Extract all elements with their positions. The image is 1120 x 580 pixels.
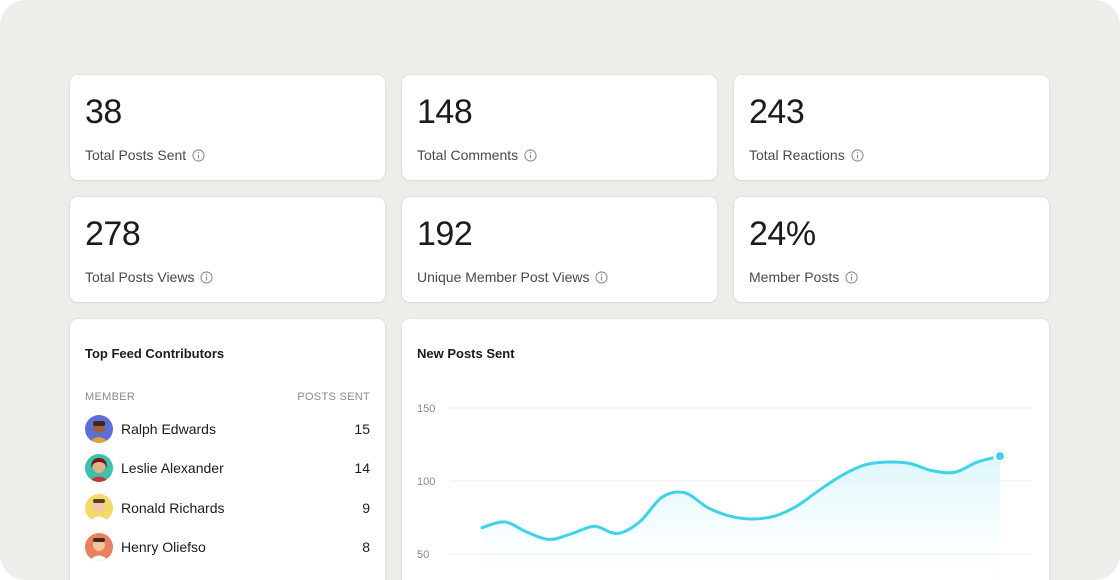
new-posts-line-chart: 150 100 50 bbox=[417, 403, 1032, 580]
list-item[interactable]: Leslie Alexander 14 bbox=[85, 454, 370, 482]
stat-label: Member Posts bbox=[749, 269, 840, 285]
y-tick-label: 150 bbox=[417, 403, 435, 415]
chart-title: New Posts Sent bbox=[417, 346, 515, 361]
chart-area-fill bbox=[482, 456, 1000, 580]
chart-data-point[interactable] bbox=[996, 452, 1004, 461]
member-posts-count: 14 bbox=[354, 460, 370, 476]
info-icon[interactable] bbox=[192, 148, 205, 162]
top-contributors-card: Top Feed Contributors MEMBER POSTS SENT … bbox=[70, 319, 385, 580]
stat-card-total-reactions: 243 Total Reactions bbox=[734, 75, 1049, 180]
list-item[interactable]: Ralph Edwards 15 bbox=[85, 415, 370, 443]
contributors-title: Top Feed Contributors bbox=[85, 346, 225, 361]
avatar bbox=[85, 494, 113, 522]
stat-value: 38 bbox=[85, 93, 122, 131]
member-name: Leslie Alexander bbox=[121, 460, 224, 476]
stat-card-total-comments: 148 Total Comments bbox=[402, 75, 717, 180]
avatar bbox=[85, 415, 113, 443]
stat-label: Total Reactions bbox=[749, 147, 845, 163]
member-name: Ralph Edwards bbox=[121, 421, 216, 437]
column-header-member: MEMBER bbox=[85, 391, 136, 403]
y-tick-label: 100 bbox=[417, 476, 435, 488]
stat-card-total-posts-sent: 38 Total Posts Sent bbox=[70, 75, 385, 180]
avatar bbox=[85, 533, 113, 561]
member-posts-count: 9 bbox=[362, 500, 370, 516]
stat-label: Unique Member Post Views bbox=[417, 269, 590, 285]
info-icon[interactable] bbox=[200, 270, 214, 284]
info-icon[interactable] bbox=[524, 148, 537, 162]
stat-value: 148 bbox=[417, 93, 473, 131]
stat-card-total-posts-views: 278 Total Posts Views bbox=[70, 197, 385, 302]
list-item[interactable]: Ronald Richards 9 bbox=[85, 494, 370, 522]
info-icon[interactable] bbox=[851, 148, 864, 162]
stat-label: Total Comments bbox=[417, 147, 519, 163]
stat-value: 278 bbox=[85, 215, 141, 253]
chart-series-line bbox=[480, 454, 1002, 541]
stat-label: Total Posts Sent bbox=[85, 147, 187, 163]
stat-value: 24% bbox=[749, 215, 816, 253]
new-posts-chart-card: New Posts Sent 150 100 50 bbox=[402, 319, 1049, 580]
list-item[interactable]: Henry Oliefso 8 bbox=[85, 533, 370, 561]
stat-card-unique-member-post-views: 192 Unique Member Post Views bbox=[402, 197, 717, 302]
avatar bbox=[85, 454, 113, 482]
stat-card-member-posts: 24% Member Posts bbox=[734, 197, 1049, 302]
y-tick-label: 50 bbox=[417, 549, 429, 561]
member-posts-count: 8 bbox=[362, 539, 370, 555]
info-icon[interactable] bbox=[595, 270, 609, 284]
column-header-posts-sent: POSTS SENT bbox=[297, 391, 370, 403]
stat-value: 243 bbox=[749, 93, 805, 131]
stat-value: 192 bbox=[417, 215, 473, 253]
member-posts-count: 15 bbox=[354, 421, 370, 437]
member-name: Henry Oliefso bbox=[121, 539, 206, 555]
stat-label: Total Posts Views bbox=[85, 269, 195, 285]
member-name: Ronald Richards bbox=[121, 500, 225, 516]
info-icon[interactable] bbox=[845, 270, 858, 284]
